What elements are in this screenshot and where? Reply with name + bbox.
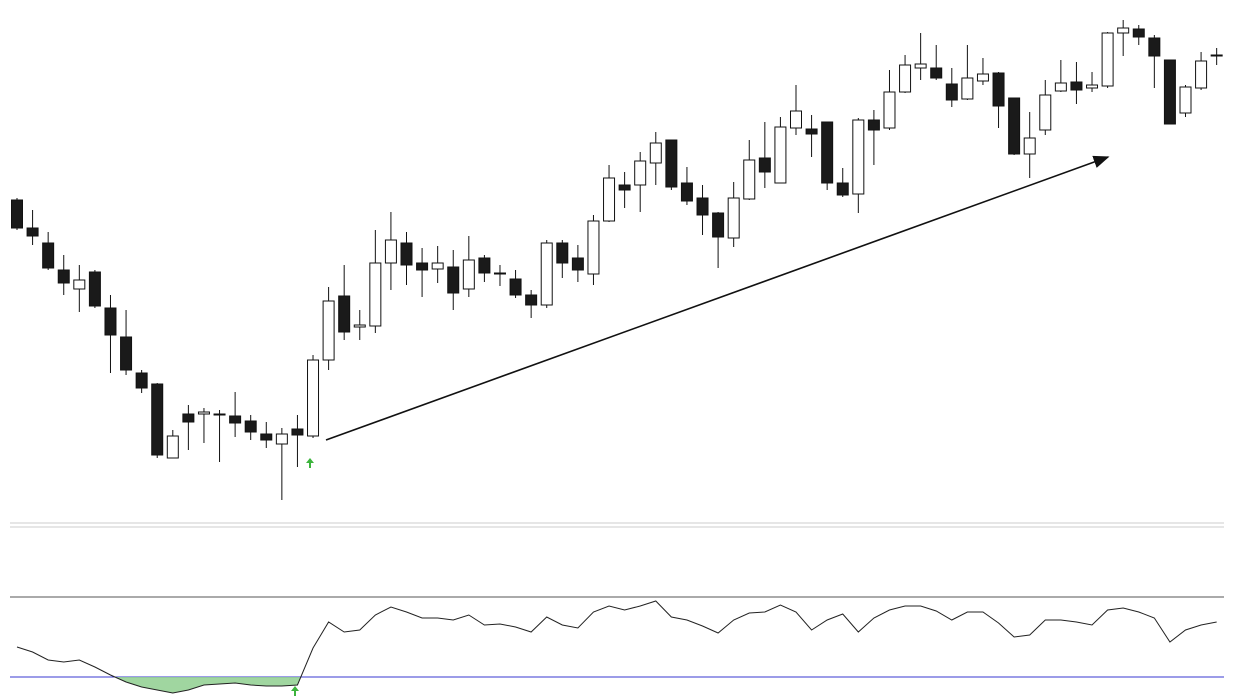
- candle-body: [1101, 32, 1114, 87]
- candle-body: [634, 160, 647, 186]
- candle-body: [587, 220, 600, 275]
- candle-body: [73, 279, 86, 290]
- candle-body: [400, 242, 413, 266]
- candle-body: [493, 272, 506, 275]
- signal-arrow: [306, 458, 314, 468]
- candle-body: [57, 269, 70, 284]
- candle-body: [1132, 28, 1145, 38]
- candle-body: [945, 83, 958, 101]
- candle-body: [1054, 82, 1067, 92]
- candle-body: [260, 433, 273, 441]
- candle-body: [727, 197, 740, 239]
- candle-body: [478, 257, 491, 274]
- candle-body: [1148, 37, 1161, 57]
- candle-body: [431, 262, 444, 270]
- candle-body: [369, 262, 382, 327]
- candle-body: [992, 72, 1005, 107]
- candle-body: [1179, 86, 1192, 114]
- candle-body: [1039, 94, 1052, 131]
- candle-body: [899, 64, 912, 93]
- candle-body: [353, 324, 366, 328]
- candle-body: [836, 182, 849, 196]
- oscillator-pane: [10, 596, 1224, 694]
- candle-body: [930, 67, 943, 79]
- trend-arrow: [325, 155, 1110, 441]
- candle-body: [867, 119, 880, 131]
- candle-body: [120, 336, 133, 371]
- candle-body: [649, 142, 662, 164]
- candle-body: [821, 121, 834, 184]
- candle-body: [1008, 97, 1021, 155]
- candle-body: [556, 242, 569, 264]
- candle-body: [680, 182, 693, 202]
- candle-body: [307, 359, 320, 437]
- candle-body: [1195, 60, 1208, 89]
- candle-body: [135, 372, 148, 389]
- candle-body: [914, 63, 927, 69]
- candle-body: [603, 177, 616, 222]
- candle-body: [1023, 137, 1036, 155]
- candle-body: [42, 242, 55, 269]
- candle-body: [1163, 59, 1176, 125]
- candle-body: [571, 257, 584, 271]
- candle-body: [197, 411, 210, 415]
- candle-body: [1117, 27, 1130, 34]
- candle-body: [758, 157, 771, 173]
- candle-body: [275, 433, 288, 445]
- candle-body: [1070, 81, 1083, 91]
- candle-body: [525, 294, 538, 306]
- price-pane: [11, 20, 1223, 500]
- oscillator-line: [16, 600, 1217, 694]
- signal-arrow: [291, 686, 299, 696]
- candle-body: [509, 278, 522, 296]
- candle-body: [618, 184, 631, 191]
- candle-body: [1210, 54, 1223, 57]
- candle-body: [166, 435, 179, 459]
- candle-body: [743, 159, 756, 200]
- candle-body: [11, 199, 23, 229]
- candle-body: [462, 259, 475, 290]
- candle-body: [104, 307, 117, 336]
- candle-body: [291, 428, 304, 436]
- candle-body: [712, 212, 725, 238]
- candle-body: [213, 413, 226, 416]
- candle-body: [447, 266, 460, 294]
- candle-body: [540, 242, 553, 306]
- candle-body: [976, 73, 989, 82]
- candle-body: [182, 413, 195, 423]
- candle-body: [26, 227, 39, 237]
- candle-body: [322, 300, 335, 361]
- candle-body: [790, 110, 802, 129]
- candle-body: [665, 139, 678, 188]
- candle-body: [384, 239, 397, 264]
- candle-body: [852, 119, 865, 195]
- candle-body: [774, 126, 787, 184]
- candle-body: [416, 262, 429, 271]
- candle-body: [883, 91, 896, 129]
- candle-body: [805, 128, 818, 135]
- candle-body: [696, 197, 709, 216]
- candle-body: [88, 271, 101, 307]
- candle-body: [229, 415, 242, 424]
- candle-body: [151, 383, 164, 456]
- candle-body: [244, 420, 257, 433]
- candle-body: [1086, 84, 1099, 89]
- candle-body: [961, 77, 974, 100]
- oversold-fill: [17, 677, 1217, 693]
- candle-body: [338, 295, 351, 333]
